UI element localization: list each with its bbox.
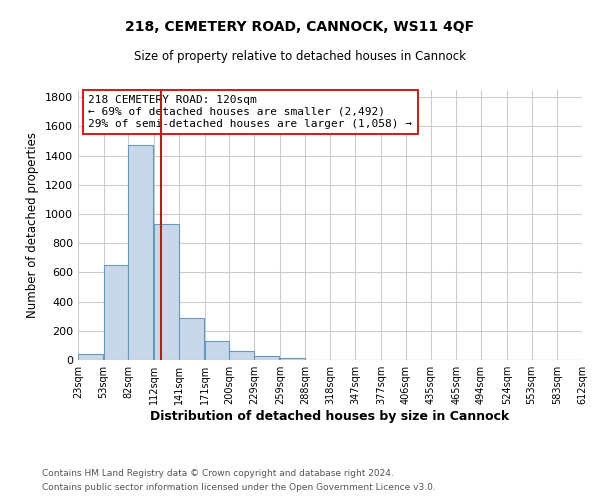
Bar [229,350,254,360]
Y-axis label: Number of detached properties: Number of detached properties [26,132,40,318]
Text: 218, CEMETERY ROAD, CANNOCK, WS11 4QF: 218, CEMETERY ROAD, CANNOCK, WS11 4QF [125,20,475,34]
Bar [78,354,103,360]
Bar [280,358,305,360]
Bar [254,356,279,360]
Text: Contains HM Land Registry data © Crown copyright and database right 2024.: Contains HM Land Registry data © Crown c… [42,468,394,477]
Bar [128,146,154,360]
Bar [154,224,179,360]
Text: 218 CEMETERY ROAD: 120sqm
← 69% of detached houses are smaller (2,492)
29% of se: 218 CEMETERY ROAD: 120sqm ← 69% of detac… [88,96,412,128]
Bar [179,318,204,360]
Bar [104,265,128,360]
X-axis label: Distribution of detached houses by size in Cannock: Distribution of detached houses by size … [151,410,509,423]
Text: Contains public sector information licensed under the Open Government Licence v3: Contains public sector information licen… [42,484,436,492]
Bar [205,341,229,360]
Text: Size of property relative to detached houses in Cannock: Size of property relative to detached ho… [134,50,466,63]
